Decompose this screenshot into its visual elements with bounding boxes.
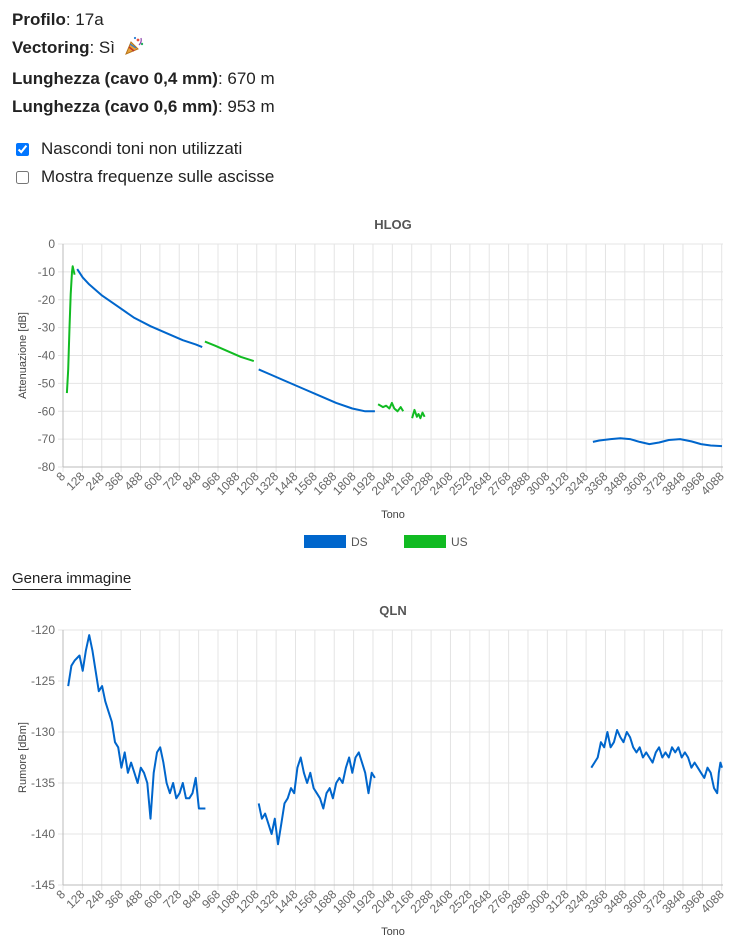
show-freq-label: Mostra frequenze sulle ascisse [41, 167, 275, 186]
hlog-y-tick-label: -30 [38, 321, 56, 335]
profile-value: 17a [75, 10, 104, 29]
hlog-legend-label[interactable]: US [451, 535, 468, 549]
hlog-y-tick-label: -70 [38, 432, 56, 446]
qln-grid [58, 629, 723, 890]
hlog-chart: HLOG0-10-20-30-40-50-60-70-8081282483684… [17, 217, 727, 549]
length-06-row: Lunghezza (cavo 0,6 mm): 953 m [12, 97, 275, 116]
hlog-series-line [592, 437, 723, 448]
chart-options: Nascondi toni non utilizzati Mostra freq… [14, 135, 274, 191]
party-popper-icon [124, 36, 144, 65]
hlog-series-ds [76, 268, 723, 448]
hide-unused-label: Nascondi toni non utilizzati [41, 139, 243, 158]
qln-y-tick-label: -130 [31, 725, 55, 739]
hlog-legend-swatch[interactable] [304, 535, 346, 548]
hlog-y-axis-label: Attenuazione [dB] [17, 312, 29, 399]
show-freq-checkbox[interactable] [16, 170, 29, 184]
length-06-value: 953 m [227, 97, 275, 116]
generate-image-button[interactable]: Genera immagine [12, 570, 132, 590]
hlog-series-line [76, 268, 203, 349]
hlog-legend-swatch[interactable] [404, 535, 446, 548]
hlog-y-tick-label: -40 [38, 349, 56, 363]
length-04-row: Lunghezza (cavo 0,4 mm): 670 m [12, 69, 275, 88]
qln-y-tick-label: -125 [31, 674, 55, 688]
hlog-y-tick-label: -60 [38, 404, 56, 418]
hlog-series-line [204, 340, 255, 363]
hide-unused-checkbox[interactable] [16, 142, 29, 156]
qln-x-axis-label: Tono [381, 926, 405, 938]
line-info: Profilo: 17a Vectoring: Sì Lunghezza (ca… [12, 6, 275, 121]
hlog-legend-label[interactable]: DS [351, 535, 368, 549]
qln-chart-title: QLN [379, 603, 406, 618]
qln-y-tick-label: -140 [31, 827, 55, 841]
qln-series-line [257, 751, 376, 846]
show-freq-option[interactable]: Mostra frequenze sulle ascisse [14, 163, 274, 191]
qln-x-tick-label: 4088 [698, 887, 727, 916]
hlog-y-tick-label: -10 [38, 265, 56, 279]
vectoring-label: Vectoring [12, 38, 90, 57]
qln-y-axis-label: Rumore [dBm] [17, 722, 29, 793]
hlog-y-tick-label: -80 [38, 460, 56, 474]
profile-label: Profilo [12, 10, 66, 29]
hlog-series-line [411, 408, 426, 420]
qln-series-line [67, 634, 206, 820]
vectoring-row: Vectoring: Sì [12, 34, 275, 65]
hide-unused-option[interactable]: Nascondi toni non utilizzati [14, 135, 274, 163]
length-06-label: Lunghezza (cavo 0,6 mm) [12, 97, 218, 116]
qln-chart: QLN-120-125-130-135-140-1458128248368488… [17, 603, 727, 938]
hlog-y-tick-label: 0 [48, 237, 55, 251]
qln-y-tick-label: -135 [31, 776, 55, 790]
hlog-x-tick-label: 4088 [698, 469, 727, 498]
length-04-label: Lunghezza (cavo 0,4 mm) [12, 69, 218, 88]
qln-y-tick-label: -120 [31, 623, 55, 637]
profile-row: Profilo: 17a [12, 10, 104, 29]
hlog-series-line [65, 265, 76, 394]
hlog-series-line [258, 368, 375, 413]
vectoring-value: Sì [98, 38, 115, 57]
qln-series-0 [67, 634, 723, 846]
hlog-chart-title: HLOG [374, 217, 412, 232]
hlog-y-tick-label: -50 [38, 376, 56, 390]
length-04-value: 670 m [227, 69, 275, 88]
qln-y-tick-label: -145 [31, 878, 55, 892]
hlog-x-axis-label: Tono [381, 509, 405, 521]
hlog-y-tick-label: -20 [38, 293, 56, 307]
qln-series-line [590, 729, 723, 795]
hlog-series-us [65, 265, 426, 420]
hlog-series-line [377, 401, 405, 413]
